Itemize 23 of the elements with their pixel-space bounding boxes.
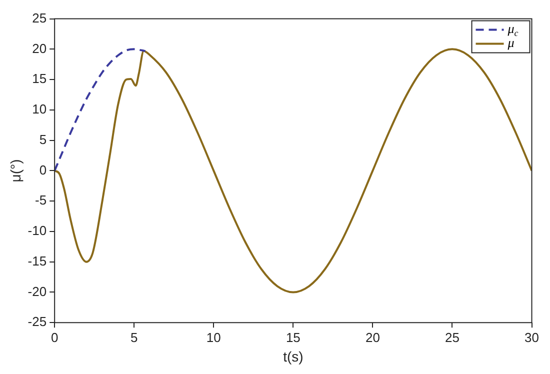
y-axis-title: μ(°) xyxy=(7,159,24,182)
x-tick-label: 15 xyxy=(286,330,300,345)
y-tick-label: 0 xyxy=(39,162,47,178)
line-series xyxy=(54,48,532,294)
y-tick-label: -10 xyxy=(28,223,47,238)
y-tick-label: 20 xyxy=(32,40,47,56)
x-tick-label: 10 xyxy=(206,330,221,345)
x-tick-label: 0 xyxy=(50,330,58,345)
line-series xyxy=(54,48,146,172)
legend-label: μ xyxy=(506,35,515,50)
y-tick-label: 10 xyxy=(32,102,47,117)
x-tick-label: 25 xyxy=(445,330,460,345)
y-tick-label: -20 xyxy=(28,284,47,299)
y-tick-label: 25 xyxy=(32,10,47,26)
x-tick-label: 30 xyxy=(524,330,540,345)
x-tick-label: 5 xyxy=(130,330,138,345)
y-tick-label: -15 xyxy=(28,253,47,268)
x-axis-title: t(s) xyxy=(283,348,304,364)
y-tick-label: 15 xyxy=(32,71,47,86)
y-tick-label: -25 xyxy=(28,314,47,330)
y-tick-label: -5 xyxy=(35,192,47,208)
x-tick-label: 20 xyxy=(365,330,380,345)
y-tick-label: 5 xyxy=(39,132,47,147)
